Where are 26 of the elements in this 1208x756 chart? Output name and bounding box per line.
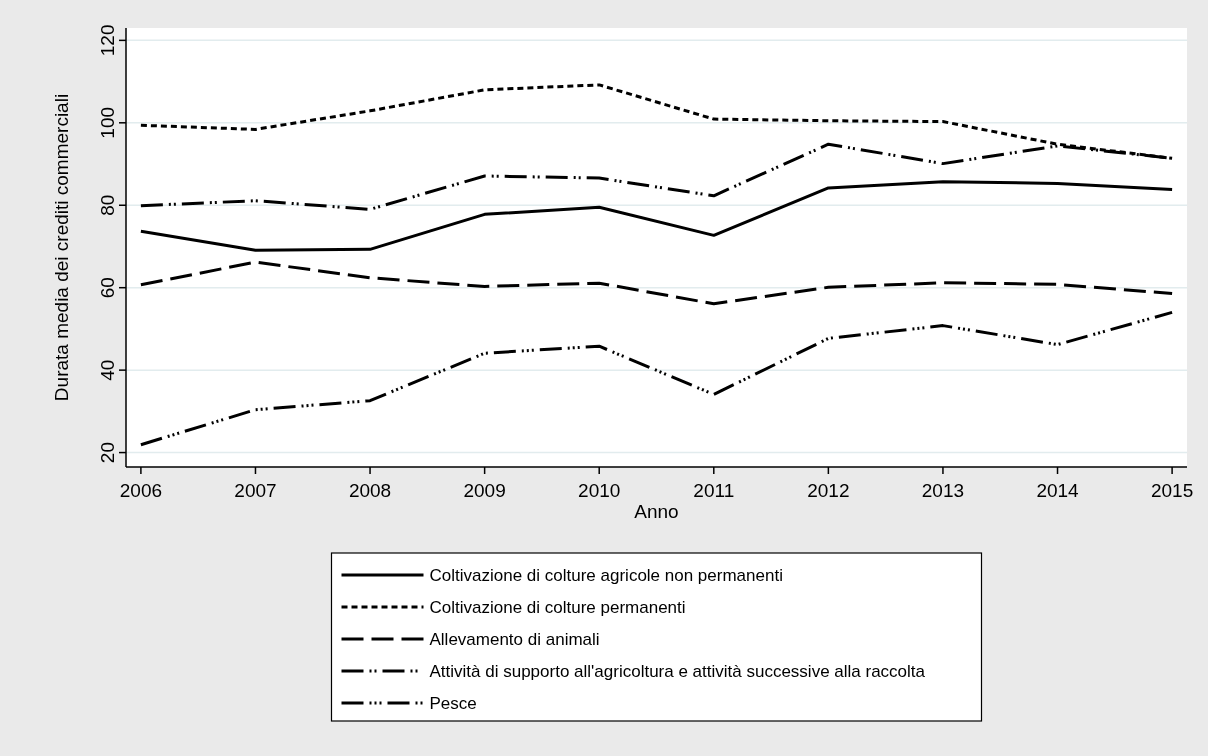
x-tick-label: 2012: [807, 480, 850, 501]
x-tick-label: 2013: [921, 480, 965, 501]
x-tick-label: 2014: [1036, 480, 1080, 501]
y-tick-label: 120: [97, 24, 118, 57]
x-tick-label: 2010: [578, 480, 621, 501]
y-axis-title: Durata media dei crediti commerciali: [51, 93, 72, 402]
y-tick-label: 40: [97, 359, 118, 381]
x-tick-label: 2011: [693, 480, 735, 501]
legend-label: Coltivazione di colture permanenti: [429, 598, 686, 617]
legend-label: Attività di supporto all'agricoltura e attività successive alla raccolta: [429, 662, 926, 681]
x-tick-label: 2015: [1150, 480, 1194, 501]
x-tick-label: 2008: [348, 480, 392, 501]
x-tick-label: 2006: [119, 480, 163, 501]
y-tick-label: 20: [97, 442, 118, 464]
x-tick-label: 2007: [234, 480, 277, 501]
x-tick-label: 2009: [463, 480, 506, 501]
line-series: [139, 310, 1174, 447]
line-series: [139, 260, 1174, 306]
line-series: [139, 180, 1174, 252]
legend-label: Coltivazione di colture agricole non permanenti: [429, 566, 783, 585]
legend-label: Pesce: [429, 694, 477, 713]
y-tick-label: 80: [97, 194, 118, 216]
y-tick-label: 100: [97, 106, 118, 139]
legend-label: Allevamento di animali: [429, 630, 600, 649]
y-tick-label: 60: [97, 277, 118, 299]
x-axis-title: Anno: [634, 501, 679, 522]
